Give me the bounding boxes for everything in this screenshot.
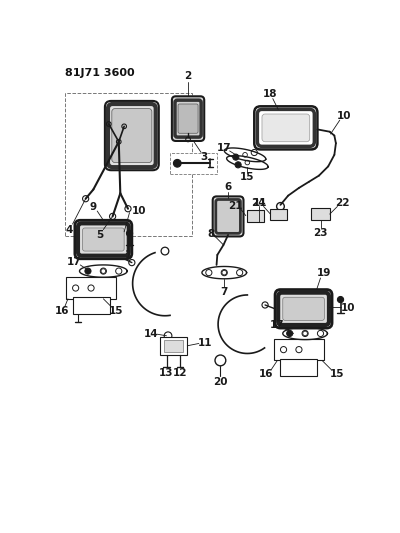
Text: 3: 3 — [200, 152, 207, 162]
Bar — [247, 210, 264, 222]
Circle shape — [85, 268, 91, 274]
Text: 21: 21 — [228, 200, 243, 211]
FancyBboxPatch shape — [175, 100, 201, 137]
Bar — [274, 339, 324, 360]
Text: 9: 9 — [89, 202, 96, 212]
Text: 5: 5 — [97, 230, 104, 240]
Text: 14: 14 — [144, 329, 158, 339]
Circle shape — [338, 296, 344, 303]
Bar — [270, 209, 287, 220]
FancyBboxPatch shape — [278, 293, 329, 325]
FancyBboxPatch shape — [262, 114, 310, 142]
Text: 7: 7 — [220, 287, 228, 297]
Text: 11: 11 — [253, 198, 268, 208]
Circle shape — [235, 161, 241, 168]
Text: 13: 13 — [159, 368, 174, 378]
Text: 19: 19 — [317, 269, 332, 278]
Text: 8: 8 — [208, 229, 215, 239]
Text: 10: 10 — [132, 206, 147, 216]
FancyBboxPatch shape — [108, 104, 156, 167]
Circle shape — [233, 154, 239, 160]
Text: 17: 17 — [270, 320, 285, 330]
Text: 16: 16 — [258, 369, 273, 379]
Bar — [164, 340, 184, 352]
FancyBboxPatch shape — [112, 109, 152, 163]
Text: 17: 17 — [217, 143, 232, 153]
Text: 17: 17 — [67, 257, 82, 267]
Text: 11: 11 — [198, 338, 212, 349]
Text: 16: 16 — [54, 306, 69, 316]
Text: 15: 15 — [330, 369, 345, 379]
FancyBboxPatch shape — [257, 109, 314, 147]
Text: 23: 23 — [313, 228, 328, 238]
Bar — [72, 297, 110, 314]
Text: 22: 22 — [335, 198, 349, 208]
Text: 10: 10 — [341, 303, 356, 313]
Text: 2: 2 — [184, 71, 192, 81]
Bar — [66, 277, 116, 299]
Bar — [280, 359, 318, 376]
Text: 12: 12 — [173, 368, 188, 378]
Text: 18: 18 — [263, 89, 278, 99]
FancyBboxPatch shape — [178, 104, 198, 133]
Circle shape — [287, 330, 293, 336]
Bar — [311, 208, 330, 220]
Text: 15: 15 — [240, 172, 254, 182]
Text: 15: 15 — [108, 306, 123, 316]
Text: 20: 20 — [213, 377, 228, 387]
Text: 4: 4 — [66, 224, 73, 235]
FancyBboxPatch shape — [82, 228, 124, 251]
FancyBboxPatch shape — [213, 196, 244, 237]
Text: 81J71 3600: 81J71 3600 — [65, 68, 134, 78]
FancyBboxPatch shape — [78, 223, 129, 256]
FancyBboxPatch shape — [283, 297, 324, 320]
Circle shape — [174, 159, 181, 167]
FancyBboxPatch shape — [172, 96, 204, 141]
Text: 1: 1 — [124, 250, 132, 260]
Text: 6: 6 — [224, 182, 232, 192]
Text: 10: 10 — [337, 111, 352, 122]
Bar — [65, 93, 192, 236]
Text: 24: 24 — [252, 198, 266, 208]
Bar — [160, 336, 187, 355]
Bar — [170, 152, 216, 174]
FancyBboxPatch shape — [254, 106, 318, 149]
FancyBboxPatch shape — [216, 199, 240, 233]
Circle shape — [126, 230, 133, 237]
FancyBboxPatch shape — [75, 220, 132, 259]
FancyBboxPatch shape — [105, 101, 159, 170]
FancyBboxPatch shape — [275, 289, 332, 328]
